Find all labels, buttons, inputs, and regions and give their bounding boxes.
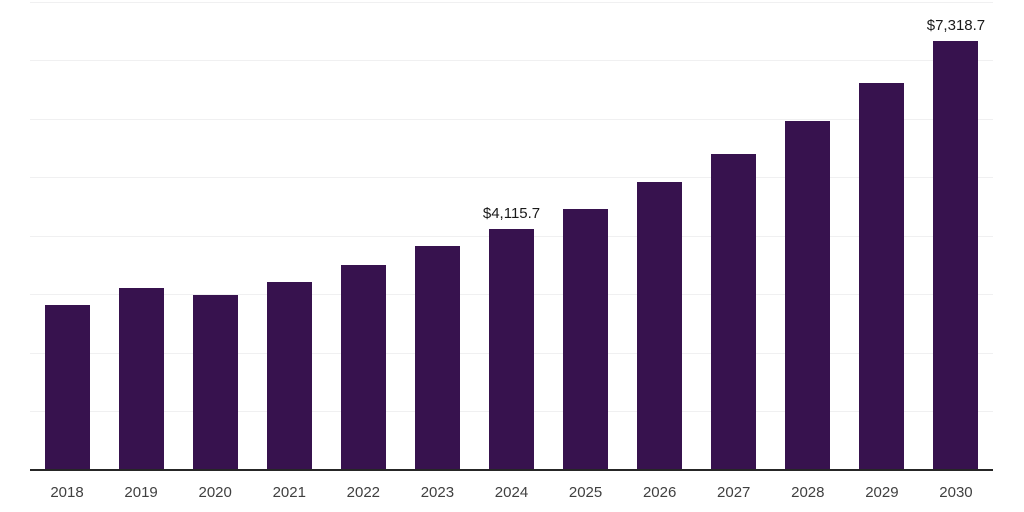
- bar-2029: [859, 82, 905, 470]
- bar-2026: [637, 182, 683, 470]
- x-axis-label-2024: 2024: [494, 484, 529, 501]
- x-axis-label-2028: 2028: [791, 484, 825, 501]
- bar-2020: [192, 294, 238, 470]
- x-axis-label-2019: 2019: [124, 484, 158, 501]
- bar-2023: [414, 245, 460, 470]
- data-label-2024: $4,115.7: [482, 204, 541, 222]
- x-axis-label-2027: 2027: [717, 484, 751, 501]
- x-axis-label-2025: 2025: [568, 484, 603, 501]
- bar-2021: [266, 281, 312, 470]
- bar-2019: [118, 287, 164, 470]
- x-axis-label-2029: 2029: [865, 484, 899, 501]
- bar-2028: [785, 120, 831, 470]
- bar-2018: [44, 305, 90, 470]
- bar-2022: [340, 264, 386, 470]
- bar-2027: [711, 154, 757, 470]
- x-axis-label-2020: 2020: [198, 484, 232, 501]
- data-label-2030: $7,318.7: [926, 17, 986, 35]
- x-axis-label-2030: 2030: [939, 484, 973, 501]
- gridline: [30, 118, 993, 120]
- x-axis-label-2026: 2026: [642, 484, 677, 501]
- x-axis-label-2023: 2023: [420, 484, 455, 501]
- bar-2024: [489, 228, 534, 470]
- gridline: [30, 177, 993, 179]
- gridline: [30, 60, 993, 62]
- bar-2025: [563, 208, 609, 470]
- gridline: [30, 1, 993, 3]
- x-axis-label-2022: 2022: [346, 484, 381, 501]
- x-axis-label-2018: 2018: [50, 484, 84, 501]
- bar-2030: [933, 41, 979, 470]
- x-axis-label-2021: 2021: [272, 484, 306, 501]
- x-axis-line: [30, 469, 993, 471]
